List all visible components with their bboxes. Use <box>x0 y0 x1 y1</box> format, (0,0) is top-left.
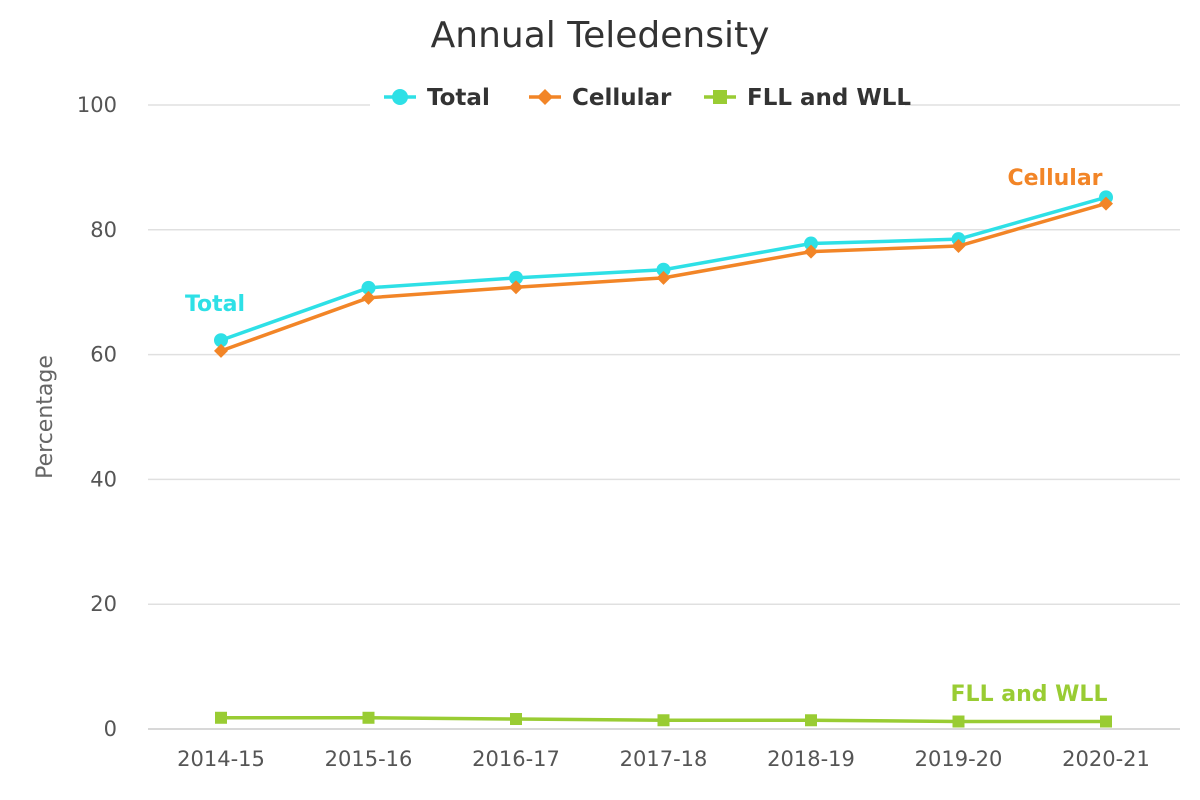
chart-title: Annual Teledensity <box>431 15 770 56</box>
legend-label: FLL and WLL <box>747 85 911 111</box>
data-point <box>362 711 375 724</box>
y-tick-label: 0 <box>104 717 117 741</box>
x-axis-ticks: 2014-15 2015-16 2016-17 2017-18 2018-19 2019-… <box>177 747 1150 771</box>
data-point <box>509 280 523 295</box>
data-point <box>214 333 228 348</box>
x-tick-label: 2015-16 <box>325 747 413 771</box>
data-point <box>656 262 671 277</box>
x-tick-label: 2019-20 <box>915 747 1003 771</box>
data-point <box>1099 196 1113 211</box>
data-point <box>804 244 818 259</box>
series-labels: Total Cellular FLL and WLL <box>185 166 1108 707</box>
legend-item-cellular[interactable]: Cellular <box>529 85 672 111</box>
y-axis-title: Percentage <box>33 355 58 479</box>
y-tick-label: 80 <box>90 218 117 242</box>
legend[interactable]: Total Cellular FLL and WLL <box>370 78 911 116</box>
series-total <box>214 190 1113 348</box>
legend-marker <box>537 89 553 105</box>
series-fll-and-wll <box>215 711 1112 728</box>
y-tick-label: 20 <box>90 592 117 616</box>
y-tick-label: 60 <box>90 343 117 367</box>
legend-item-total[interactable]: Total <box>384 85 490 111</box>
x-tick-label: 2017-18 <box>620 747 708 771</box>
data-point <box>805 714 817 727</box>
grid-lines <box>148 104 1180 730</box>
x-tick-label: 2020-21 <box>1062 747 1150 771</box>
data-point <box>656 270 671 285</box>
legend-label: Total <box>427 85 490 111</box>
data-point <box>361 290 376 305</box>
data-point <box>1100 715 1112 728</box>
legend-label: Cellular <box>572 85 672 111</box>
data-point <box>509 270 523 285</box>
x-tick-label: 2016-17 <box>472 747 560 771</box>
data-point <box>804 236 818 251</box>
y-tick-label: 40 <box>90 467 117 491</box>
data-point <box>361 280 376 295</box>
legend-marker <box>713 90 727 104</box>
series-cellular <box>214 196 1113 358</box>
x-tick-label: 2018-19 <box>767 747 855 771</box>
data-point <box>510 713 522 726</box>
y-axis-ticks: 0 20 40 60 80 100 <box>77 93 117 741</box>
series-label-total: Total <box>185 292 245 317</box>
y-tick-label: 100 <box>77 93 117 117</box>
data-point <box>951 239 966 254</box>
data-point <box>952 715 965 728</box>
series-label-cellular: Cellular <box>1007 166 1102 191</box>
series-group <box>214 190 1113 728</box>
legend-item-fll-and-wll[interactable]: FLL and WLL <box>704 85 911 111</box>
data-point <box>214 343 228 358</box>
legend-marker <box>392 89 408 105</box>
legend-background <box>370 78 905 116</box>
x-tick-label: 2014-15 <box>177 747 265 771</box>
data-point <box>215 711 227 724</box>
data-point <box>657 714 670 727</box>
series-label-fll-and-wll: FLL and WLL <box>951 682 1108 707</box>
